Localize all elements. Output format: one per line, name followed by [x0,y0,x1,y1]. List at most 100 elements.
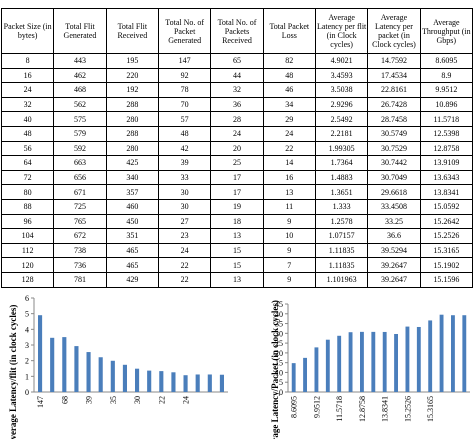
y-tick-label: 2 [25,357,29,366]
table-cell: 280 [105,140,159,157]
table-cell: 22.8161 [367,82,421,98]
table-body: 8 443 195 147 65 82 4.9021 14.7592 8.6095 16 462 22… [0,53,474,288]
table-cell: 15.0592 [419,198,474,215]
table-cell: 288 [105,96,159,113]
table-cell: 351 [105,228,159,244]
table-cell: 39.5294 [367,242,421,259]
table-cell: 24 [262,125,316,142]
y-tick-label: 25 [275,339,283,348]
table-cell: 96 [0,213,55,230]
table-cell: 4.9021 [314,53,369,69]
table-cell: 42 [157,140,212,157]
y-tick-label: 3 [25,341,29,350]
table-cell: 12.5398 [419,125,474,142]
table-cell: 36 [210,96,264,113]
table-cell: 14 [262,155,316,171]
bar [159,371,164,392]
x-tick-label: 8.6095 [290,396,299,418]
table-cell: 575 [53,111,107,127]
y-tick-label: 1 [25,372,29,381]
table-cell: 450 [105,213,159,230]
bar [207,374,212,392]
x-tick-label: 147 [36,396,45,408]
table-cell: 9 [262,213,316,230]
table-cell: 78 [157,82,212,98]
table-cell: 15 [210,242,264,259]
table-cell: 9 [262,271,316,288]
bar [171,372,176,392]
table-cell: 460 [105,198,159,215]
table-row: 96 765 450 27 18 9 1.2578 33.25 15.2642 [0,213,474,230]
table-cell: 429 [105,271,159,288]
bar [110,360,115,392]
table-cell: 29 [262,111,316,127]
table-cell: 30.7049 [367,169,421,186]
table-cell: 80 [0,184,55,200]
bar [325,339,330,392]
table-cell: 28 [210,111,264,127]
bar [405,326,410,392]
bar [337,335,342,392]
table-cell: 15.1902 [419,257,474,273]
header-cell: Total Packet Loss [262,8,316,54]
header-cell: Average Throughput (in Gbps) [419,8,474,54]
table-cell: 16 [262,169,316,186]
x-tick-label: 68 [60,396,69,404]
table-cell: 1.07157 [314,228,369,244]
table-row: 120 736 465 22 15 7 1.11835 39.2647 15.1902 [0,257,474,273]
y-axis-label: Average Latency/Packet (in clock cycles) [270,300,280,439]
table-cell: 1.11835 [314,242,369,259]
y-axis-label: Average Latency/flit (in clock cycles) [8,305,18,439]
table-cell: 17 [210,169,264,186]
y-tick-label: 40 [275,310,283,319]
bar [62,337,67,392]
x-tick-label: 39 [85,396,94,404]
table-cell: 13 [210,228,264,244]
table-cell: 56 [0,140,55,157]
table-cell: 10.896 [419,96,474,113]
table-cell: 147 [157,53,212,69]
table-row: 48 579 288 48 24 24 2.2181 30.5749 12.5398 [0,125,474,142]
table-cell: 72 [0,169,55,186]
x-tick-label: 9.9512 [312,396,321,418]
table-cell: 7 [262,257,316,273]
table-row: 72 656 340 33 17 16 1.4883 30.7049 13.6343 [0,169,474,186]
table-cell: 39 [157,155,212,171]
table-cell: 781 [53,271,107,288]
table-cell: 33.4508 [367,198,421,215]
x-tick-label: 15.3165 [426,396,435,422]
table-cell: 195 [105,53,159,69]
table-cell: 92 [157,67,212,84]
bar [86,352,91,392]
table-cell: 12.8758 [419,140,474,157]
table-cell: 465 [105,242,159,259]
bar [38,315,43,392]
table-cell: 30.7442 [367,155,421,171]
x-tick-label: 22 [157,396,166,404]
bar [98,357,103,392]
table-cell: 288 [105,125,159,142]
bar [219,374,224,392]
table-cell: 465 [105,257,159,273]
table-cell: 765 [53,213,107,230]
table-cell: 2.5492 [314,111,369,127]
bar [122,364,127,392]
bar [183,375,188,392]
chart-latency-flit: 0 1 2 3 4 5 6 Average Latency/flit (in clock cy… [8,294,228,439]
bar [462,315,467,392]
table-cell: 1.7364 [314,155,369,171]
table-cell: 15 [210,257,264,273]
table-cell: 1.2578 [314,213,369,230]
table-cell: 120 [0,257,55,273]
table-cell: 736 [53,257,107,273]
bar [291,363,296,392]
table-cell: 30.5749 [367,125,421,142]
table-cell: 1.4883 [314,169,369,186]
table-cell: 22 [262,140,316,157]
table-cell: 13 [210,271,264,288]
table-cell: 13.8341 [419,184,474,200]
table-cell: 20 [210,140,264,157]
table-cell: 8.6095 [419,53,474,69]
y-tick-label: 35 [275,320,283,329]
